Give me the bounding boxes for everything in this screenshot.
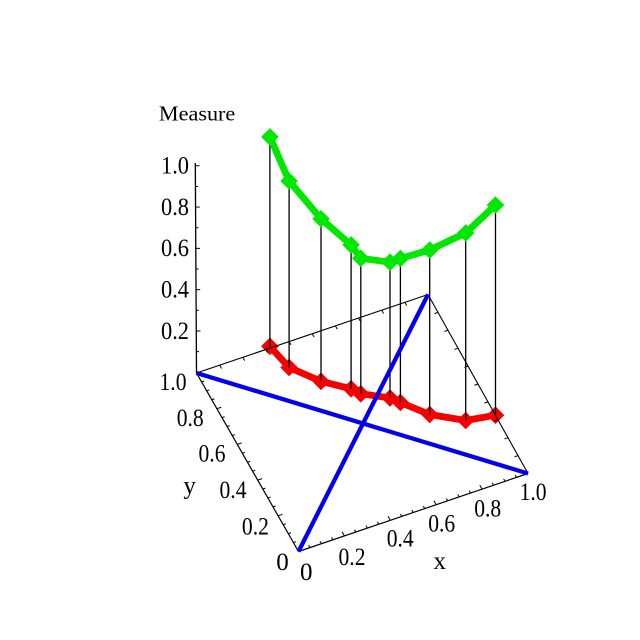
svg-text:0.6: 0.6 — [161, 235, 189, 262]
svg-text:0.4: 0.4 — [220, 477, 247, 504]
svg-text:0.6: 0.6 — [428, 511, 455, 538]
svg-text:0.2: 0.2 — [339, 544, 366, 571]
svg-text:0.6: 0.6 — [199, 440, 226, 467]
svg-text:Measure: Measure — [159, 101, 235, 125]
svg-text:0: 0 — [276, 549, 289, 576]
svg-text:1.0: 1.0 — [160, 369, 187, 396]
svg-text:0: 0 — [300, 559, 313, 586]
svg-text:x: x — [434, 548, 447, 575]
svg-text:0.2: 0.2 — [242, 513, 269, 540]
svg-text:0.4: 0.4 — [161, 277, 189, 304]
svg-text:0.4: 0.4 — [387, 525, 414, 552]
svg-text:0.2: 0.2 — [161, 318, 189, 345]
svg-text:0.8: 0.8 — [474, 495, 501, 522]
svg-text:1.0: 1.0 — [161, 153, 189, 180]
svg-text:0.8: 0.8 — [161, 194, 189, 221]
svg-text:y: y — [183, 472, 196, 499]
svg-text:0.8: 0.8 — [177, 405, 204, 432]
svg-text:1.0: 1.0 — [520, 479, 547, 506]
